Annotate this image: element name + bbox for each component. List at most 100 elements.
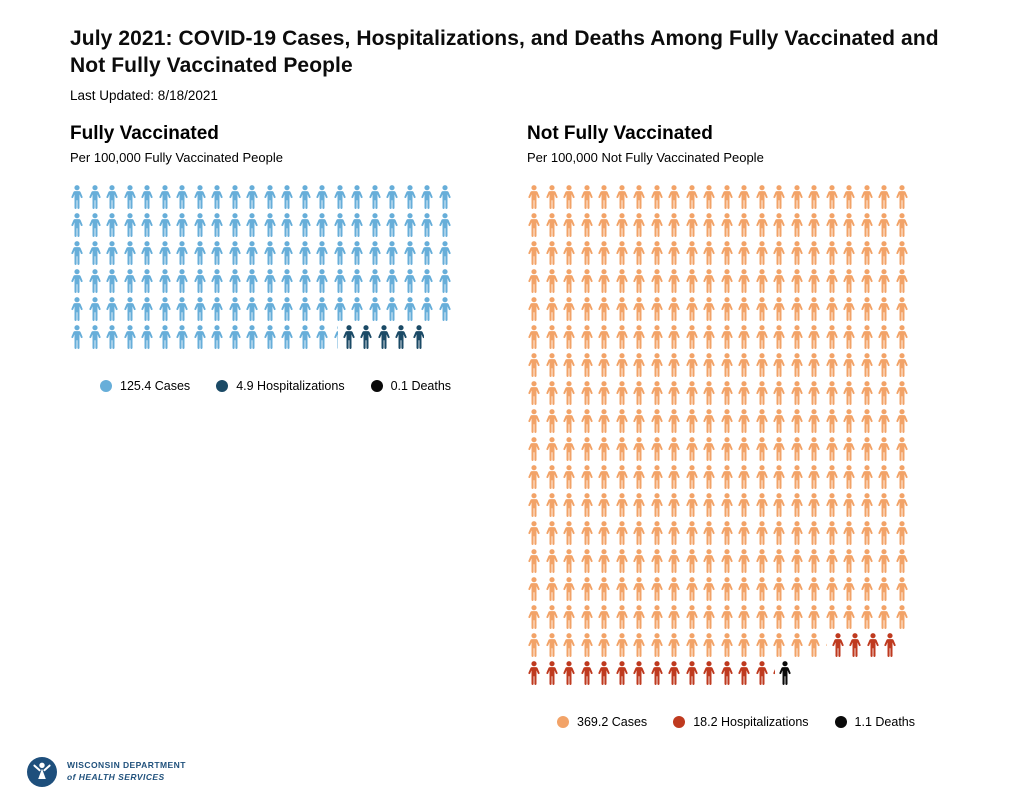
person-icon <box>808 324 820 349</box>
person-icon <box>720 380 733 405</box>
person-icon <box>580 324 593 349</box>
person-icon <box>193 268 206 293</box>
person-icon <box>633 324 645 349</box>
person-icon <box>563 352 575 377</box>
person-icon <box>281 184 293 209</box>
person-icon <box>633 212 645 237</box>
person-icon <box>650 296 663 321</box>
person-icon <box>825 492 838 517</box>
person-icon <box>703 212 715 237</box>
person-icon <box>720 184 733 209</box>
person-icon <box>755 296 768 321</box>
person-icon <box>808 408 820 433</box>
person-icon <box>685 380 698 405</box>
person-icon <box>895 408 908 433</box>
person-icon <box>633 184 645 209</box>
person-icon <box>773 268 785 293</box>
person-icon <box>598 268 610 293</box>
person-icon <box>860 184 873 209</box>
person-icon <box>598 548 610 573</box>
person-icon <box>333 212 346 237</box>
person-icon <box>528 324 540 349</box>
person-icon <box>878 464 890 489</box>
panel-title-fully-vaccinated: Fully Vaccinated <box>70 122 219 144</box>
person-icon <box>685 520 698 545</box>
person-icon <box>316 324 328 349</box>
person-icon <box>528 576 540 601</box>
person-icon <box>703 632 715 657</box>
person-icon <box>720 632 733 657</box>
person-icon <box>563 408 575 433</box>
person-icon <box>773 604 785 629</box>
person-icon <box>528 604 540 629</box>
person-icon <box>790 324 803 349</box>
person-icon <box>438 268 451 293</box>
person-icon <box>633 380 645 405</box>
person-icon <box>545 212 558 237</box>
person-icon <box>790 492 803 517</box>
person-icon <box>281 296 293 321</box>
person-icon <box>895 184 908 209</box>
person-icon <box>843 296 855 321</box>
person-icon <box>720 436 733 461</box>
person-icon <box>650 380 663 405</box>
person-icon <box>545 576 558 601</box>
person-icon <box>598 352 610 377</box>
org-name-line2: of HEALTH SERVICES <box>67 772 165 782</box>
page-title: July 2021: COVID-19 Cases, Hospitalizati… <box>70 26 950 80</box>
person-icon <box>738 604 750 629</box>
person-icon <box>563 268 575 293</box>
pictogram-row <box>70 324 462 349</box>
person-icon <box>790 240 803 265</box>
person-icon <box>71 296 83 321</box>
person-icon <box>545 660 558 685</box>
person-icon <box>106 184 118 209</box>
person-icon <box>412 324 425 349</box>
person-icon <box>528 212 540 237</box>
person-icon <box>720 548 733 573</box>
person-icon <box>368 240 381 265</box>
person-icon <box>386 184 398 209</box>
person-icon <box>738 324 750 349</box>
person-icon <box>843 408 855 433</box>
person-icon <box>703 268 715 293</box>
legend-item-deaths: 1.1 Deaths <box>834 715 915 729</box>
person-icon <box>246 268 258 293</box>
person-icon <box>211 212 223 237</box>
person-icon <box>755 240 768 265</box>
person-icon <box>755 604 768 629</box>
person-icon <box>773 240 785 265</box>
person-icon <box>668 296 680 321</box>
person-icon <box>106 324 118 349</box>
pictogram-row <box>527 240 919 265</box>
person-icon <box>895 436 908 461</box>
person-icon <box>685 436 698 461</box>
person-icon <box>333 184 346 209</box>
person-icon <box>685 576 698 601</box>
person-icon <box>650 492 663 517</box>
person-icon <box>685 212 698 237</box>
person-icon <box>298 268 311 293</box>
person-icon <box>755 436 768 461</box>
person-icon <box>351 184 363 209</box>
person-icon <box>720 520 733 545</box>
person-icon <box>773 436 785 461</box>
person-icon <box>895 212 908 237</box>
person-icon <box>895 352 908 377</box>
person-icon <box>263 296 276 321</box>
person-icon <box>895 464 908 489</box>
person-icon <box>790 436 803 461</box>
person-icon <box>563 604 575 629</box>
person-icon <box>685 324 698 349</box>
person-icon <box>650 660 663 685</box>
legend-item-cases: 125.4 Cases <box>100 379 190 393</box>
person-icon <box>563 660 575 685</box>
person-icon <box>790 184 803 209</box>
person-icon <box>360 324 372 349</box>
person-icon <box>790 212 803 237</box>
person-icon <box>421 184 433 209</box>
person-icon <box>421 268 433 293</box>
person-icon <box>790 380 803 405</box>
person-icon <box>779 660 791 685</box>
person-icon <box>895 548 908 573</box>
